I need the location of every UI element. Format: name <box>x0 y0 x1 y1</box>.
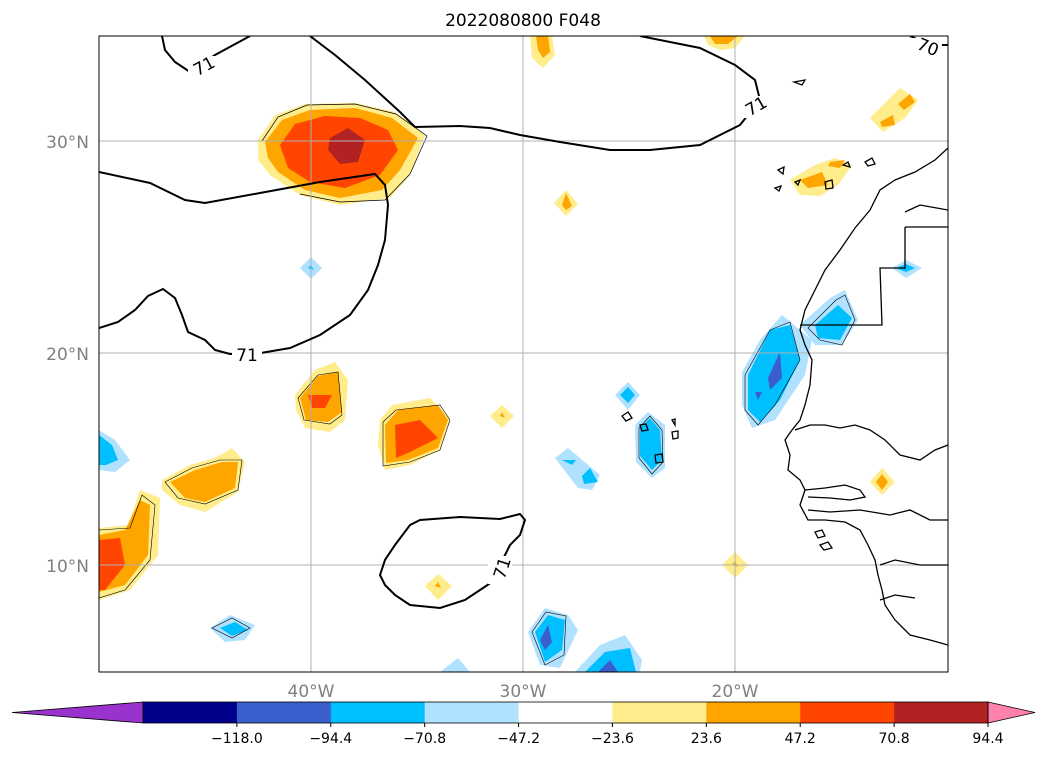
anomaly-shading <box>99 36 922 672</box>
colorbar-tick-label: −118.0 <box>211 731 263 747</box>
colorbar-tick-label: −47.2 <box>497 731 540 747</box>
map-frame <box>98 35 949 673</box>
lon-label-40w: 40°W <box>288 682 335 702</box>
colorbar-cell <box>800 702 895 723</box>
latitude-labels: 30°N 20°N 10°N <box>46 133 89 577</box>
colorbar-cell <box>236 702 332 723</box>
colorbar-cell <box>330 702 426 723</box>
colorbar-tick-label: 94.4 <box>972 731 1003 747</box>
lat-label-30n: 30°N <box>46 133 89 153</box>
colorbar-cell <box>518 702 613 723</box>
colorbar-extend-high <box>987 701 1036 724</box>
colorbar-tick-label: 23.6 <box>691 731 722 747</box>
warm-anomaly-mid <box>378 398 451 470</box>
cold-anomaly-coast <box>742 290 858 428</box>
colorbar-outline <box>142 701 989 724</box>
warm-anomaly-left-edge <box>99 490 160 600</box>
map-title: 2022080800 F048 <box>445 11 601 31</box>
longitude-labels: 40°W 30°W 20°W <box>288 682 759 702</box>
colorbar-tick-label: −70.8 <box>403 731 446 747</box>
colorbar: −118.0 −94.4 −70.8 −47.2 −23.6 23.6 47.2 70.8 94… <box>11 701 1036 747</box>
lat-label-10n: 10°N <box>46 557 89 577</box>
colorbar-cell <box>143 702 238 723</box>
contour-label-4: 71 <box>236 346 258 366</box>
lat-label-20n: 20°N <box>46 345 89 365</box>
colorbar-tick-label: 70.8 <box>879 731 910 747</box>
warm-anomaly-mid-west <box>295 362 348 432</box>
coastlines <box>621 79 948 646</box>
map-area: 71 70 71 71 71 <box>99 36 948 672</box>
colorbar-cell <box>612 702 707 723</box>
lon-label-30w: 30°W <box>500 682 547 702</box>
colorbar-tick-label: −23.6 <box>591 731 634 747</box>
lon-label-20w: 20°W <box>712 682 759 702</box>
warm-anomaly-west <box>162 448 245 512</box>
warm-anomaly-north <box>258 103 428 205</box>
cold-anomaly-cape-verde <box>555 382 665 490</box>
contour-label-group: 71 70 71 71 71 <box>188 36 942 584</box>
colorbar-tick-label: −94.4 <box>309 731 352 747</box>
colorbar-tick-label: 47.2 <box>785 731 816 747</box>
colorbar-extend-low <box>11 701 144 724</box>
height-contours <box>99 36 948 610</box>
colorbar-cell <box>424 702 520 723</box>
colorbar-cell <box>894 702 989 723</box>
colorbar-cell <box>706 702 801 723</box>
